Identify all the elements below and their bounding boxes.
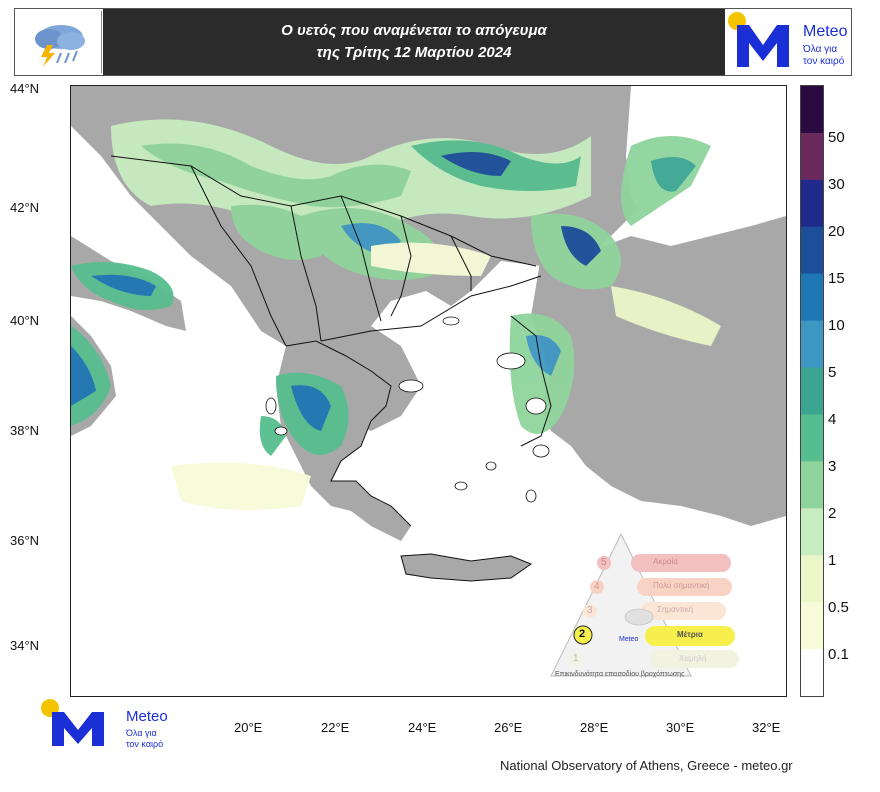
storm-icon — [17, 11, 102, 73]
colorbar-label-5: 5 — [828, 364, 837, 381]
lon-22: 22°E — [321, 720, 350, 735]
bottom-logo-tagline-2: τον καιρό — [126, 739, 164, 749]
warning-level-3: 3 — [587, 605, 593, 616]
colorbar-label-0.1: 0.1 — [828, 646, 849, 663]
inset-logo-text: Meteo — [619, 636, 639, 643]
colorbar-swatch — [801, 320, 823, 369]
colorbar-swatch — [801, 86, 823, 134]
lon-24: 24°E — [408, 720, 437, 735]
lat-44: 44°N — [10, 81, 40, 96]
warning-caption: Επικινδυνότητα επεισοδίου βροχόπτωσης — [555, 671, 685, 678]
title-line-1: Ο υετός που αναμένεται το απόγευμα — [281, 22, 547, 39]
lat-36: 36°N — [10, 533, 40, 548]
warning-level-5: 5 — [601, 557, 607, 568]
title-line-2: της Τρίτης 12 Μαρτίου 2024 — [316, 44, 512, 61]
colorbar-swatch — [801, 602, 823, 650]
page-title: Ο υετός που αναμένεται το απόγευμα της Τ… — [103, 9, 725, 75]
lat-42: 42°N — [10, 200, 40, 215]
precipitation-colorbar — [800, 85, 824, 697]
colorbar-swatch — [801, 649, 823, 697]
lon-20: 20°E — [234, 720, 263, 735]
logo-tagline-2: τον καιρό — [803, 56, 845, 67]
colorbar-swatches — [801, 86, 823, 697]
lat-40: 40°N — [10, 313, 40, 328]
warning-level-1: 1 — [573, 653, 579, 664]
bottom-meteo-logo: Meteo Όλα για τον καιρό — [40, 698, 190, 750]
colorbar-swatch — [801, 555, 823, 603]
islands — [265, 316, 550, 503]
warning-label-very-significant: Πολύ σημαντική — [653, 581, 710, 590]
colorbar-label-50: 50 — [828, 129, 845, 146]
bottom-logo-text: Meteo — [126, 708, 168, 725]
colorbar-label-4: 4 — [828, 411, 837, 428]
meteo-logo: Meteo Όλα για τον καιρό — [727, 11, 849, 73]
land-crete — [401, 554, 531, 581]
colorbar-swatch — [801, 273, 823, 322]
warning-label-significant: Σημαντική — [657, 605, 694, 614]
colorbar-swatch — [801, 132, 823, 181]
land-turkey — [531, 216, 786, 526]
bottom-logo-tagline-1: Όλα για — [126, 728, 157, 738]
colorbar-label-0.5: 0.5 — [828, 599, 849, 616]
colorbar-swatch — [801, 179, 823, 228]
colorbar-swatch — [801, 367, 823, 415]
colorbar-swatch — [801, 226, 823, 275]
lon-26: 26°E — [494, 720, 523, 735]
lat-38: 38°N — [10, 423, 40, 438]
warning-label-low: Χαμηλή — [679, 654, 707, 663]
logo-text: Meteo — [803, 23, 848, 40]
borders — [110, 155, 552, 582]
colorbar-label-15: 15 — [828, 270, 845, 287]
credit-text: National Observatory of Athens, Greece -… — [500, 758, 793, 773]
colorbar-label-3: 3 — [828, 458, 837, 475]
lon-28: 28°E — [580, 720, 609, 735]
colorbar-label-2: 2 — [828, 505, 837, 522]
colorbar-label-20: 20 — [828, 223, 845, 240]
colorbar-label-1: 1 — [828, 552, 837, 569]
lon-30: 30°E — [666, 720, 695, 735]
lon-32: 32°E — [752, 720, 781, 735]
precipitation-map: 5 4 3 2 1 Ακραία Πολύ σημαντική Σημαντικ… — [70, 85, 787, 697]
warning-label-extreme: Ακραία — [653, 557, 678, 566]
warning-label-moderate: Μέτρια — [677, 630, 703, 639]
warning-level-4: 4 — [594, 581, 600, 592]
lat-34: 34°N — [10, 638, 40, 653]
header-banner: Ο υετός που αναμένεται το απόγευμα της Τ… — [14, 8, 852, 76]
logo-tagline-1: Όλα για — [803, 44, 838, 55]
colorbar-swatch — [801, 414, 823, 462]
colorbar-swatch — [801, 461, 823, 509]
colorbar-label-10: 10 — [828, 317, 845, 334]
colorbar-swatch — [801, 508, 823, 556]
warning-level-2: 2 — [579, 628, 586, 640]
colorbar-label-30: 30 — [828, 176, 845, 193]
warning-scale-inset: 5 4 3 2 1 Ακραία Πολύ σημαντική Σημαντικ… — [541, 526, 781, 686]
